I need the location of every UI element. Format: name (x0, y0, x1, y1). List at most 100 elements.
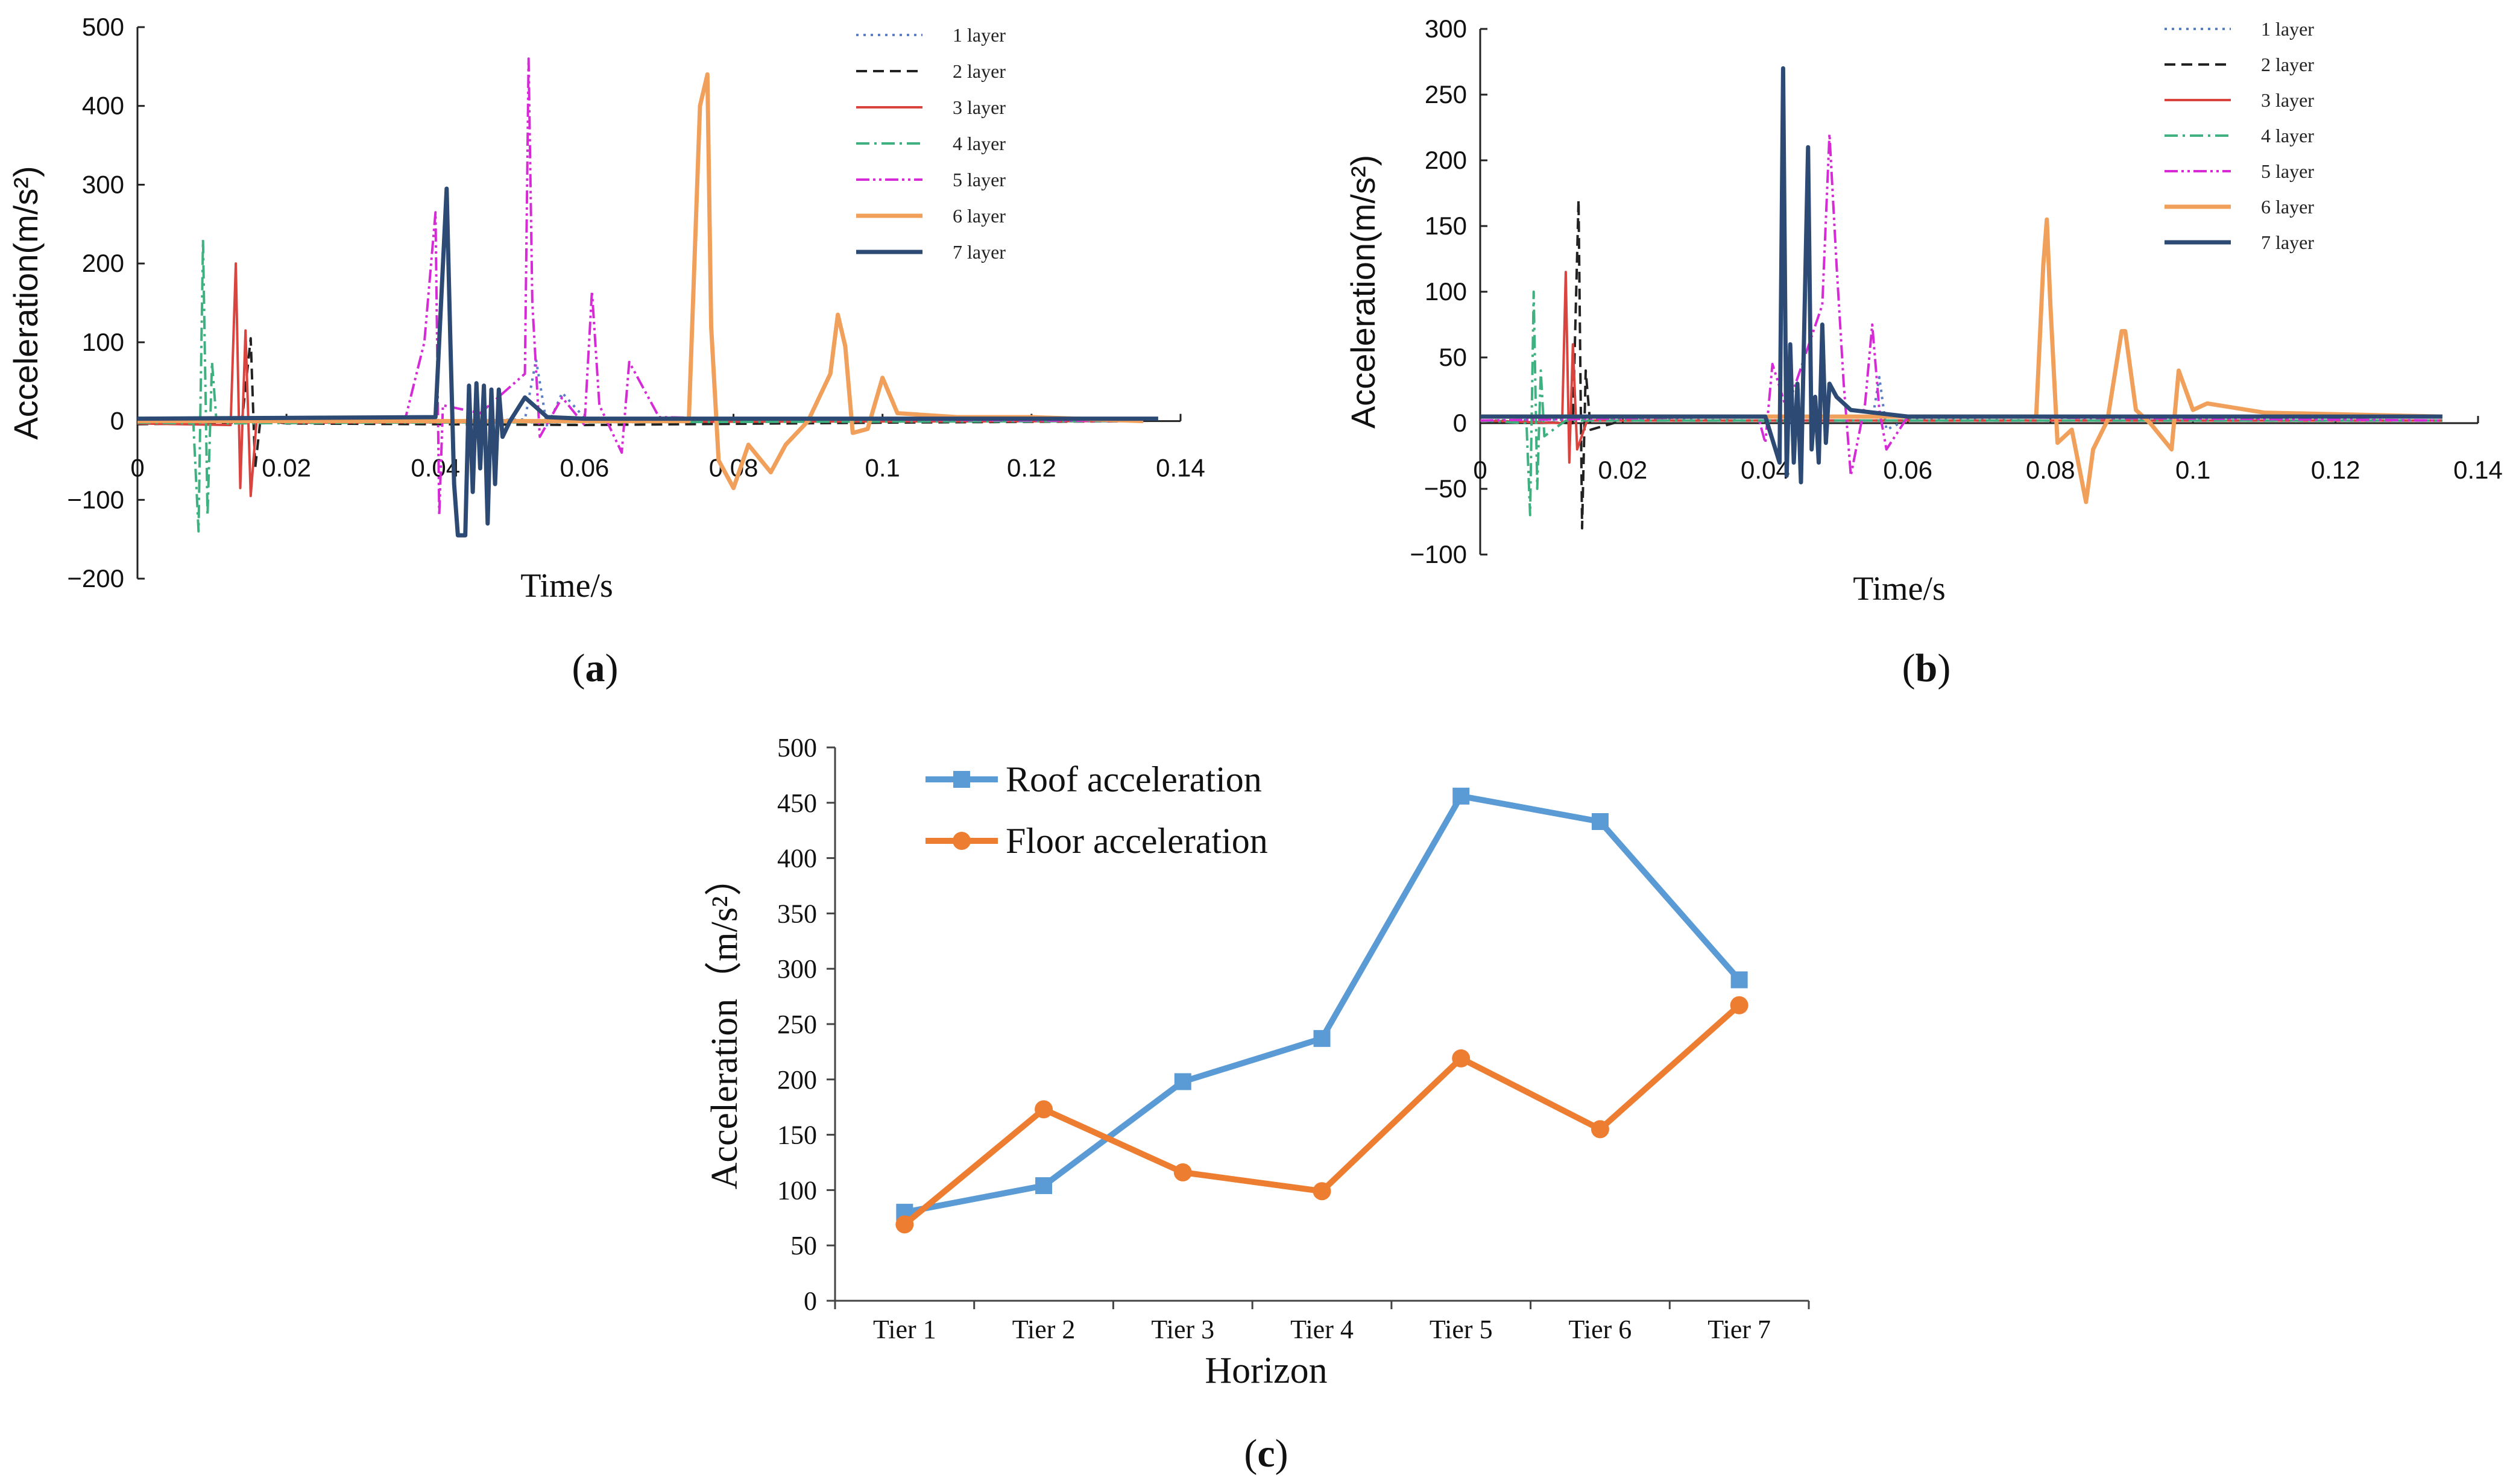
x-tick-label: 0.02 (1598, 456, 1648, 484)
y-axis-title: Acceleration（m/s²） (704, 859, 745, 1190)
panel-label: (c) (1244, 1432, 1288, 1476)
data-point-marker (1452, 787, 1470, 805)
x-tick-label: Tier 5 (1430, 1315, 1493, 1344)
y-tick-label: 250 (1425, 80, 1467, 108)
y-tick-label: 300 (777, 954, 817, 984)
y-tick-label: 50 (1439, 343, 1467, 371)
legend-label-4: 4 layer (953, 133, 1006, 154)
x-tick-label: 0 (130, 454, 144, 482)
legend-label-6: 6 layer (953, 205, 1006, 227)
x-axis-title: Time/s (1853, 570, 1946, 608)
x-tick-label: 0.12 (2311, 456, 2360, 484)
legend-label-5: 5 layer (2261, 160, 2314, 182)
data-point-marker (1730, 996, 1748, 1014)
y-tick-label: 200 (82, 249, 124, 277)
y-tick-label: 200 (777, 1065, 817, 1095)
y-tick-label: 0 (1453, 409, 1467, 437)
legend-label-3: 3 layer (2261, 89, 2314, 111)
series-line-4 (1480, 291, 2442, 517)
y-tick-label: −200 (67, 564, 124, 593)
y-tick-label: 500 (82, 13, 124, 41)
x-tick-label: Tier 2 (1012, 1315, 1076, 1344)
legend-label-6: 6 layer (2261, 196, 2314, 218)
x-tick-label: 0.08 (2026, 456, 2075, 484)
x-tick-label: 0 (1473, 456, 1487, 484)
x-tick-label: Tier 4 (1290, 1315, 1354, 1344)
legend-label-5: 5 layer (953, 169, 1006, 190)
y-tick-label: 0 (804, 1286, 817, 1316)
data-point-marker (1730, 971, 1748, 989)
panel-label: (b) (1902, 646, 1951, 690)
x-axis-title: Time/s (520, 567, 613, 605)
legend-label-1: Roof acceleration (1006, 759, 1262, 799)
y-axis-title: Acceleration(m/s²) (7, 166, 45, 439)
y-tick-label: 150 (777, 1121, 817, 1150)
series-line-5 (1480, 133, 2442, 477)
series-line-7 (137, 186, 1158, 538)
legend-label-2: 2 layer (2261, 54, 2314, 75)
x-tick-label: 0.08 (709, 454, 758, 482)
y-tick-label: 500 (777, 733, 817, 762)
x-tick-label: 0.04 (1741, 456, 1790, 484)
x-tick-label: Tier 1 (873, 1315, 936, 1344)
data-point-marker (1173, 1163, 1192, 1182)
y-tick-label: 100 (777, 1175, 817, 1205)
panel-label: (a) (572, 646, 619, 690)
x-tick-label: Tier 7 (1707, 1315, 1771, 1344)
data-point-marker (1313, 1182, 1331, 1201)
legend-marker-1 (953, 771, 970, 788)
x-tick-label: Tier 6 (1569, 1315, 1632, 1344)
y-tick-label: 100 (82, 328, 124, 356)
series-line-4 (137, 238, 1144, 533)
y-tick-label: 400 (777, 844, 817, 873)
y-tick-label: 450 (777, 788, 817, 818)
legend-label-1: 1 layer (953, 24, 1006, 46)
y-tick-label: −50 (1424, 474, 1467, 503)
x-tick-label: 0.06 (1883, 456, 1932, 484)
legend-label-7: 7 layer (2261, 231, 2314, 253)
chart-panel-a: 500 400 300 200 100 0 −100 −200 0 0.02 0.04 0.06 0.0… (0, 0, 1254, 699)
data-point-marker (1313, 1030, 1331, 1047)
y-tick-label: 150 (1425, 212, 1467, 240)
y-tick-label: 400 (82, 92, 124, 120)
legend-label-2: 2 layer (953, 60, 1006, 82)
data-point-marker (1035, 1100, 1053, 1119)
series-line-3 (1480, 271, 2442, 464)
data-point-marker (1452, 1049, 1471, 1067)
y-tick-label: 200 (1425, 146, 1467, 174)
series-line-6 (137, 72, 1144, 491)
data-point-marker (1591, 813, 1609, 831)
y-tick-label: 300 (82, 170, 124, 198)
y-tick-label: 250 (777, 1010, 817, 1039)
x-axis-title: Horizon (1205, 1350, 1327, 1391)
x-tick-label: 0.1 (865, 454, 900, 482)
y-tick-label: 0 (110, 407, 124, 435)
y-tick-label: −100 (67, 485, 124, 514)
legend-label-7: 7 layer (953, 241, 1006, 263)
series-line-1 (1480, 376, 2442, 431)
data-point-marker (1035, 1177, 1053, 1195)
data-point-marker (1591, 1120, 1609, 1139)
y-tick-label: 300 (1425, 14, 1467, 43)
x-tick-label: Tier 3 (1151, 1315, 1214, 1344)
legend-label-2: Floor acceleration (1006, 821, 1268, 861)
chart-panel-b: 300 250 200 150 100 50 0 −50 −100 0 0.02 0.04 0.06 0.… (1326, 0, 2510, 699)
legend-label-4: 4 layer (2261, 125, 2314, 146)
y-tick-label: 100 (1425, 277, 1467, 306)
chart-panel-c: 500 450 400 350 300 250 200 150 100 50 0 Tier 1 Tier… (603, 711, 1905, 1484)
data-point-marker (895, 1215, 914, 1234)
y-tick-label: 50 (790, 1231, 817, 1260)
x-tick-label: 0.14 (1156, 454, 1205, 482)
data-point-marker (1174, 1073, 1191, 1090)
legend-label-1: 1 layer (2261, 18, 2314, 40)
y-tick-label: 350 (777, 899, 817, 928)
legend-marker-2 (953, 832, 971, 850)
legend-label-3: 3 layer (953, 96, 1006, 118)
series-line-6 (1480, 217, 2442, 505)
y-axis-title: Acceleration(m/s²) (1344, 155, 1382, 429)
y-tick-label: −100 (1410, 540, 1467, 568)
x-tick-label: 0.1 (2175, 456, 2210, 484)
x-tick-label: 0.06 (560, 454, 610, 482)
